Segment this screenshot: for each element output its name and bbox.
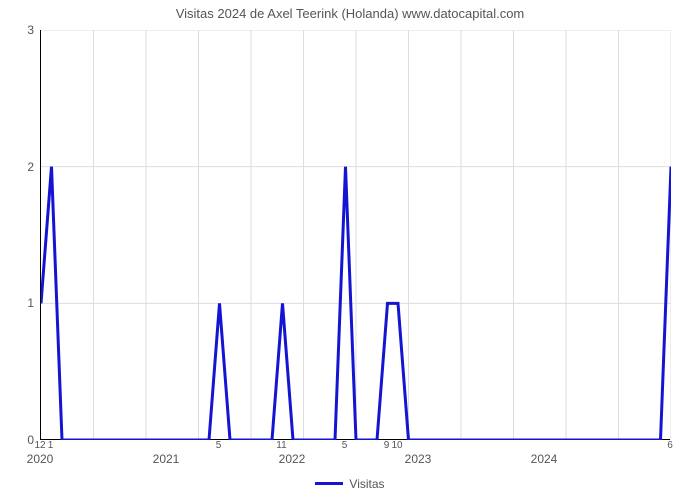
x-year-label: 2020 [27, 452, 54, 466]
x-minor-label: 11 [276, 440, 286, 451]
x-minor-label: 6 [667, 440, 673, 451]
y-tick-label: 1 [4, 296, 34, 310]
x-year-label: 2024 [531, 452, 558, 466]
y-tick-label: 2 [4, 160, 34, 174]
y-tick-label: 3 [4, 23, 34, 37]
plot-area [40, 30, 670, 440]
legend: Visitas [0, 472, 700, 491]
legend-label: Visitas [349, 477, 384, 491]
x-minor-label: 5 [342, 440, 348, 451]
x-minor-label: 1 [48, 440, 54, 451]
legend-swatch [315, 482, 343, 485]
x-year-label: 2023 [405, 452, 432, 466]
chart-svg [41, 30, 671, 440]
y-tick-label: 0 [4, 433, 34, 447]
x-year-label: 2022 [279, 452, 306, 466]
chart-title: Visitas 2024 de Axel Teerink (Holanda) w… [0, 6, 700, 21]
x-minor-label: 12 [34, 440, 45, 451]
legend-item-visitas: Visitas [315, 477, 384, 491]
x-year-label: 2021 [153, 452, 180, 466]
x-minor-label: 10 [391, 440, 402, 451]
x-minor-label: 9 [384, 440, 390, 451]
x-minor-label: 5 [216, 440, 222, 451]
chart-container: Visitas 2024 de Axel Teerink (Holanda) w… [0, 0, 700, 500]
